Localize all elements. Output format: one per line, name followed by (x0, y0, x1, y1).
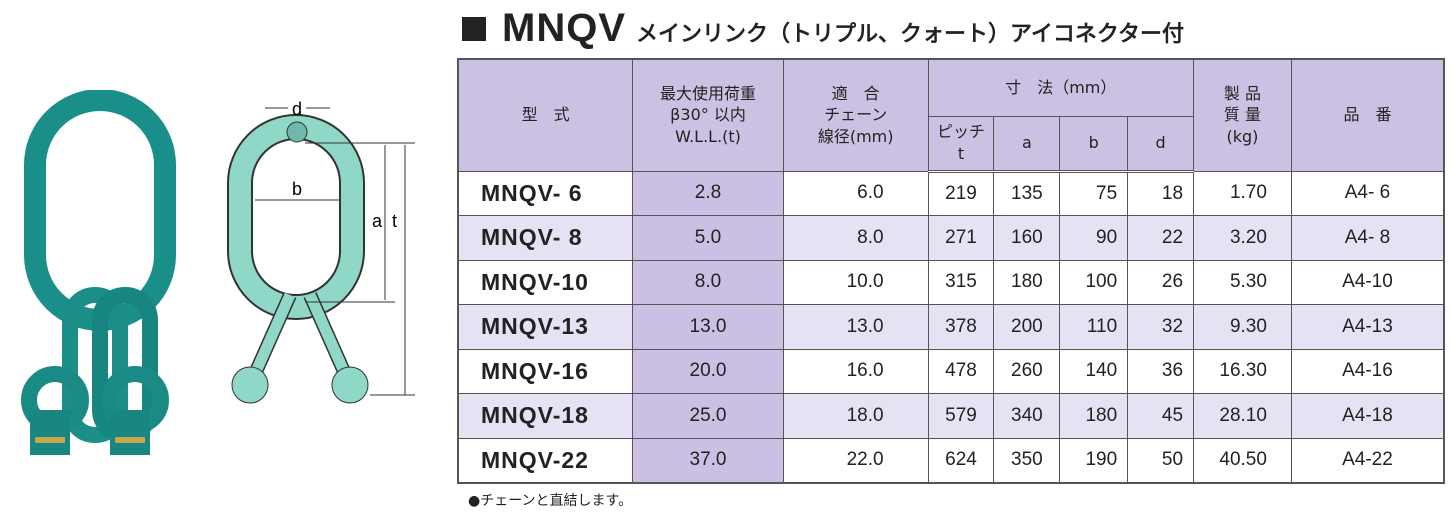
cell-model: MNQV-10 (457, 259, 634, 305)
table-row: MNQV- 8 5.0 8.0 271 160 90 22 3.20 A4- 8 (457, 215, 1445, 261)
cell-model: MNQV-22 (457, 437, 634, 483)
cell-model: MNQV-16 (457, 348, 634, 394)
cell-b: 100 (1059, 259, 1129, 305)
product-photo (21, 90, 176, 455)
header-d: d (1127, 115, 1195, 173)
cell-d: 50 (1127, 437, 1195, 483)
cell-chain: 18.0 (782, 393, 929, 439)
cell-weight: 28.10 (1193, 393, 1292, 439)
header-chain: 適 合チェーン 線径(mm) (782, 58, 929, 172)
spec-table: 型 式 最大使用荷重 β30° 以内 W.L.L.(t) 適 合チェーン 線径(mm)… (457, 58, 1445, 484)
cell-part: A4-13 (1290, 304, 1445, 350)
title-description: メインリンク（トリプル、クォート）アイコネクター付 (636, 22, 1185, 47)
cell-d: 32 (1127, 304, 1195, 350)
header-model: 型 式 (457, 58, 634, 172)
cell-chain: 22.0 (782, 437, 929, 483)
cell-t: 219 (927, 170, 995, 216)
header-dims: 寸 法（mm） (927, 58, 1195, 117)
title-model: MNQV (502, 6, 626, 50)
cell-d: 18 (1127, 170, 1195, 216)
cell-a: 135 (993, 170, 1061, 216)
cell-weight: 3.20 (1193, 215, 1292, 261)
cell-part: A4- 8 (1290, 215, 1445, 261)
cell-part: A4- 6 (1290, 170, 1445, 216)
cell-t: 478 (927, 348, 995, 394)
cell-weight: 16.30 (1193, 348, 1292, 394)
square-bullet-icon (462, 17, 486, 41)
cell-part: A4-18 (1290, 393, 1445, 439)
cell-a: 340 (993, 393, 1061, 439)
header-weight: 製 品質 量 (kg) (1193, 58, 1292, 172)
cell-wll: 2.8 (632, 170, 784, 216)
header-pitch: ピッチ t (927, 115, 995, 173)
header-a: a (993, 115, 1061, 173)
cell-weight: 5.30 (1193, 259, 1292, 305)
table-row: MNQV-13 13.0 13.0 378 200 110 32 9.30 A4-13 (457, 304, 1445, 350)
table-row: MNQV-18 25.0 18.0 579 340 180 45 28.10 A4-18 (457, 393, 1445, 439)
cell-wll: 13.0 (632, 304, 784, 350)
label-a: a (372, 211, 383, 231)
cell-d: 22 (1127, 215, 1195, 261)
cell-t: 315 (927, 259, 995, 305)
cell-t: 624 (927, 437, 995, 483)
cell-d: 36 (1127, 348, 1195, 394)
cell-t: 579 (927, 393, 995, 439)
label-b: b (292, 179, 302, 199)
cell-chain: 10.0 (782, 259, 929, 305)
label-d: d (292, 99, 302, 119)
header-part: 品 番 (1290, 58, 1445, 172)
table-row: MNQV-16 20.0 16.0 478 260 140 36 16.30 A4-16 (457, 348, 1445, 394)
cell-d: 26 (1127, 259, 1195, 305)
cell-d: 45 (1127, 393, 1195, 439)
footnote: ●チェーンと直結します。 (468, 493, 633, 509)
cell-chain: 8.0 (782, 215, 929, 261)
cell-chain: 13.0 (782, 304, 929, 350)
cell-a: 180 (993, 259, 1061, 305)
cell-model: MNQV-18 (457, 393, 634, 439)
cell-wll: 5.0 (632, 215, 784, 261)
dimension-diagram: d b a t (227, 99, 415, 404)
cell-a: 200 (993, 304, 1061, 350)
cell-weight: 1.70 (1193, 170, 1292, 216)
cell-wll: 37.0 (632, 437, 784, 483)
cell-b: 75 (1059, 170, 1129, 216)
header-wll: 最大使用荷重 β30° 以内 W.L.L.(t) (632, 58, 784, 172)
page-title: MNQV メインリンク（トリプル、クォート）アイコネクター付 (462, 6, 1184, 51)
cell-part: A4-16 (1290, 348, 1445, 394)
cell-weight: 9.30 (1193, 304, 1292, 350)
cell-chain: 16.0 (782, 348, 929, 394)
cell-model: MNQV- 6 (457, 170, 634, 216)
cell-b: 110 (1059, 304, 1129, 350)
cell-part: A4-22 (1290, 437, 1445, 483)
label-t: t (392, 211, 397, 231)
cell-a: 160 (993, 215, 1061, 261)
cell-t: 271 (927, 215, 995, 261)
cell-wll: 20.0 (632, 348, 784, 394)
cell-wll: 25.0 (632, 393, 784, 439)
cell-b: 90 (1059, 215, 1129, 261)
cell-model: MNQV- 8 (457, 215, 634, 261)
table-row: MNQV- 6 2.8 6.0 219 135 75 18 1.70 A4- 6 (457, 170, 1445, 216)
cell-a: 350 (993, 437, 1061, 483)
cell-model: MNQV-13 (457, 304, 634, 350)
header-b: b (1059, 115, 1129, 173)
cell-chain: 6.0 (782, 170, 929, 216)
cell-a: 260 (993, 348, 1061, 394)
cell-b: 190 (1059, 437, 1129, 483)
cell-t: 378 (927, 304, 995, 350)
table-row: MNQV-22 37.0 22.0 624 350 190 50 40.50 A4-22 (457, 437, 1445, 483)
cell-weight: 40.50 (1193, 437, 1292, 483)
cell-part: A4-10 (1290, 259, 1445, 305)
cell-b: 180 (1059, 393, 1129, 439)
table-row: MNQV-10 8.0 10.0 315 180 100 26 5.30 A4-10 (457, 259, 1445, 305)
cell-wll: 8.0 (632, 259, 784, 305)
cell-b: 140 (1059, 348, 1129, 394)
